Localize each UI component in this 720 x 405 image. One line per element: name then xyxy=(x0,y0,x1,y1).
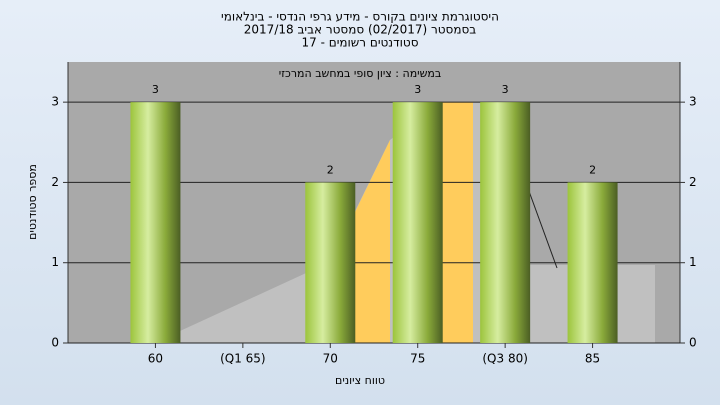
task-label: במשימה : ציון סופי במחשב המרכזי xyxy=(279,67,442,80)
data-label: 3 xyxy=(152,83,159,96)
y-tick-label: 1 xyxy=(51,255,59,269)
chart-title: היסטוגרמת ציונים בקורס - מידע גרפי הנדסי… xyxy=(221,10,499,24)
y2-tick-label: 1 xyxy=(689,255,697,269)
chart-subtitle: בסמסטר (02/2017) סמסטר אביב 2017/18 xyxy=(244,23,476,37)
y-tick-label: 0 xyxy=(51,336,59,350)
y2-tick-label: 0 xyxy=(689,336,697,350)
bar xyxy=(305,182,356,343)
bar xyxy=(130,102,181,344)
x-tick-label: 60 xyxy=(148,352,163,366)
x-tick-label: 85 xyxy=(585,352,600,366)
y-tick-label: 3 xyxy=(51,95,59,109)
x-tick-label: (Q3 80) xyxy=(482,352,528,366)
quartile-area xyxy=(355,140,390,343)
bar xyxy=(480,102,531,344)
enrolled: סטודנטים רשומים - 17 xyxy=(301,36,418,50)
y-axis-label: מספר סטודנטים xyxy=(26,164,39,240)
y2-tick-label: 3 xyxy=(689,95,697,109)
x-axis-label: טווח ציונים xyxy=(335,374,385,387)
data-label: 2 xyxy=(327,163,334,176)
data-label: 3 xyxy=(502,83,509,96)
quartile-area xyxy=(437,102,473,343)
bar xyxy=(392,102,443,344)
bar xyxy=(567,182,618,343)
data-label: 2 xyxy=(589,163,596,176)
y2-tick-label: 2 xyxy=(689,175,697,189)
x-tick-label: (Q1 65) xyxy=(220,352,266,366)
y-tick-label: 2 xyxy=(51,175,59,189)
x-tick-label: 70 xyxy=(323,352,338,366)
x-tick-label: 75 xyxy=(410,352,425,366)
data-label: 3 xyxy=(414,83,421,96)
